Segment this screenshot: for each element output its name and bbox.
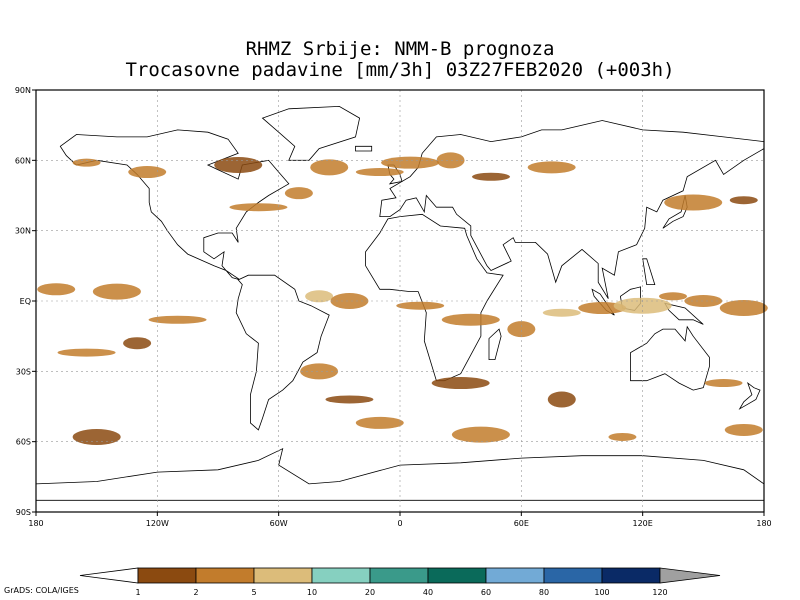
precip-area <box>310 159 349 176</box>
colorbar-label: 80 <box>539 588 549 597</box>
lon-tick-label: 180 <box>756 519 771 528</box>
precip-area <box>148 315 207 324</box>
lon-tick-label: 60W <box>270 519 288 528</box>
precip-area <box>381 156 440 169</box>
sri-lanka-philippines-landmass <box>642 258 656 286</box>
precip-area <box>472 172 510 181</box>
precip-area <box>724 423 763 436</box>
lat-tick-label: 30S <box>16 367 31 376</box>
lat-tick-label: 90S <box>16 508 31 517</box>
south-america-landmass <box>235 274 330 431</box>
grads-credit: GrADS: COLA/IGES <box>4 586 79 595</box>
colorbar-segment <box>311 567 371 584</box>
lat-tick-label: EQ <box>20 297 31 306</box>
colorbar-label: 120 <box>652 588 667 597</box>
precip-area <box>704 379 743 388</box>
colorbar-label: 60 <box>481 588 491 597</box>
colorbar-label: 100 <box>594 588 609 597</box>
precip-area <box>355 168 404 177</box>
precip-area <box>57 348 116 357</box>
precip-area <box>128 166 167 179</box>
lat-tick-label: 90N <box>15 86 31 95</box>
colorbar-label: 1 <box>135 588 140 597</box>
colorbar-segment <box>485 567 545 584</box>
precip-area <box>542 308 581 317</box>
north-america-landmass <box>59 129 290 281</box>
lat-tick-label: 60S <box>16 438 31 447</box>
chart-title: RHMZ Srbije: NMM-B prognoza <box>245 38 555 60</box>
precip-area <box>664 194 723 211</box>
precip-area <box>305 290 334 303</box>
precip-area <box>229 203 288 212</box>
colorbar-segment <box>601 567 661 584</box>
lon-tick-label: 120E <box>633 519 653 528</box>
precip-area <box>684 295 723 307</box>
precip-area <box>547 391 576 408</box>
colorbar-arrow-left <box>79 567 139 584</box>
eurasia-landmass <box>379 120 765 299</box>
precip-area <box>507 321 536 338</box>
colorbar-segment <box>369 567 429 584</box>
greenland-landmass <box>261 105 361 161</box>
colorbar-label: 10 <box>307 588 317 597</box>
colorbar-label: 40 <box>423 588 433 597</box>
precip-area <box>214 157 263 174</box>
precip-area <box>123 337 152 350</box>
precip-area <box>72 158 101 167</box>
antarctica-landmass <box>35 447 765 501</box>
precip-area <box>300 363 339 380</box>
colorbar-segment <box>137 567 197 584</box>
lat-tick-label: 60N <box>15 156 31 165</box>
precip-area <box>729 196 758 205</box>
colorbar-segment <box>195 567 255 584</box>
precip-area <box>719 300 768 317</box>
colorbar-label: 5 <box>251 588 256 597</box>
precip-area <box>330 293 369 309</box>
lon-tick-label: 60E <box>514 519 529 528</box>
precip-area <box>431 377 490 390</box>
precip-area <box>451 426 510 443</box>
precip-area <box>396 301 445 310</box>
precip-area <box>436 152 465 169</box>
new-guinea-landmass <box>664 302 704 325</box>
colorbar-segment <box>253 567 313 584</box>
colorbar-segment <box>427 567 487 584</box>
precip-area <box>284 187 313 200</box>
madagascar-landmass <box>488 328 502 361</box>
precip-area <box>37 283 76 296</box>
lon-tick-label: 0 <box>397 519 402 528</box>
colorbar-arrow-right <box>659 567 721 584</box>
precip-area <box>355 416 404 429</box>
precip-area <box>72 428 121 445</box>
lon-tick-label: 120W <box>146 519 169 528</box>
colorbar-segment <box>543 567 603 584</box>
new-zealand-landmass <box>738 381 761 410</box>
precip-area <box>325 395 374 404</box>
precip-area <box>659 292 687 301</box>
precip-area <box>608 432 637 441</box>
australia-landmass <box>630 325 710 391</box>
precip-area <box>441 313 500 326</box>
lat-tick-label: 30N <box>15 227 31 236</box>
precip-area <box>527 161 576 174</box>
chart-subtitle: Trocasovne padavine [mm/3h] 03Z27FEB2020… <box>125 59 675 81</box>
iceland-landmass <box>355 145 373 152</box>
colorbar-label: 2 <box>193 588 198 597</box>
precip-area <box>92 283 141 300</box>
lon-tick-label: 180 <box>28 519 43 528</box>
colorbar-label: 20 <box>365 588 375 597</box>
